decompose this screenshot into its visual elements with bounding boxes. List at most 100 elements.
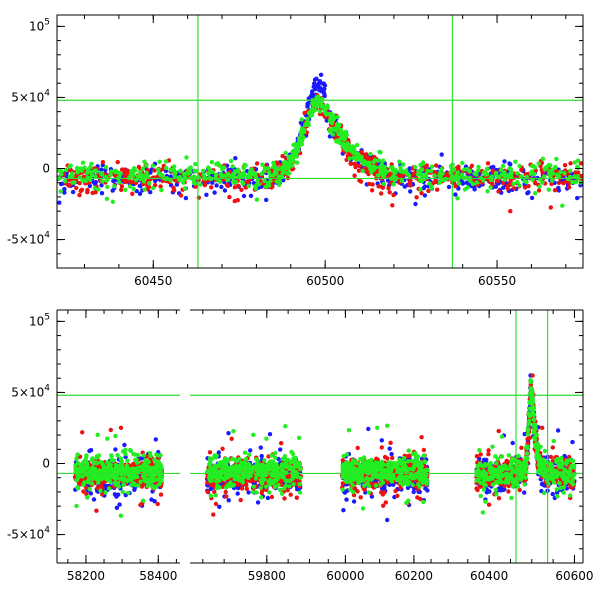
red-point	[391, 193, 395, 197]
green-point	[105, 197, 109, 201]
green-point	[416, 169, 420, 173]
green-point	[217, 163, 221, 167]
blue-point	[260, 454, 264, 458]
green-point	[318, 109, 322, 113]
red-point	[77, 193, 81, 197]
green-point	[509, 167, 513, 171]
red-point	[530, 373, 534, 377]
red-point	[179, 193, 183, 197]
blue-point	[413, 202, 417, 206]
green-point	[89, 162, 93, 166]
red-point	[130, 192, 134, 196]
blue-point	[461, 181, 465, 185]
top-y-tick-label: 5×104	[11, 88, 50, 104]
green-point	[75, 166, 79, 170]
green-flare-point	[334, 128, 338, 132]
green-point	[164, 159, 168, 163]
green-point	[142, 160, 146, 164]
red-point	[390, 456, 394, 460]
blue-point	[453, 192, 457, 196]
green-point	[183, 186, 187, 190]
blue-point	[278, 447, 282, 451]
red-point	[208, 450, 212, 454]
green-point	[231, 164, 235, 168]
green-flare-point	[335, 122, 339, 126]
green-flare-point	[379, 171, 383, 175]
red-point	[533, 181, 537, 185]
green-point	[206, 165, 210, 169]
red-point	[289, 493, 293, 497]
green-point	[247, 184, 251, 188]
green-flare-point	[294, 142, 298, 146]
red-point	[475, 454, 479, 458]
blue-point	[219, 185, 223, 189]
red-point	[393, 489, 397, 493]
red-point	[382, 490, 386, 494]
green-point	[104, 165, 108, 169]
red-point	[425, 163, 429, 167]
blue-point	[249, 194, 253, 198]
green-point	[262, 179, 266, 183]
blue-point	[117, 502, 121, 506]
red-point	[506, 187, 510, 191]
blue-point	[204, 193, 208, 197]
green-point	[100, 179, 104, 183]
green-point	[454, 173, 458, 177]
red-point	[540, 426, 544, 430]
green-point	[147, 181, 151, 185]
green-point	[372, 160, 376, 164]
red-point	[74, 186, 78, 190]
green-flare-point	[324, 112, 328, 116]
red-point	[203, 183, 207, 187]
red-point	[220, 447, 224, 451]
green-point	[524, 180, 528, 184]
green-point	[186, 171, 190, 175]
green-point	[413, 165, 417, 169]
green-point	[193, 169, 197, 173]
green-point	[229, 159, 233, 163]
blue-point	[511, 441, 515, 445]
green-point	[182, 172, 186, 176]
blue-point	[389, 452, 393, 456]
red-point	[302, 111, 306, 115]
red-point	[356, 446, 360, 450]
red-point	[523, 185, 527, 189]
green-point	[158, 160, 162, 164]
blue-point	[501, 488, 505, 492]
green-point	[432, 173, 436, 177]
green-point	[131, 173, 135, 177]
green-point	[93, 186, 97, 190]
red-point	[376, 184, 380, 188]
green-flare-point	[345, 148, 349, 152]
red-point	[236, 184, 240, 188]
blue-point	[366, 427, 370, 431]
green-flare-point	[368, 161, 372, 165]
red-point	[295, 496, 299, 500]
green-point	[538, 184, 542, 188]
green-point	[243, 163, 247, 167]
blue-point	[341, 508, 345, 512]
green-flare-point	[308, 114, 312, 118]
green-point	[255, 198, 259, 202]
blue-point	[264, 198, 268, 202]
green-point	[115, 170, 119, 174]
red-point	[79, 189, 83, 193]
red-point	[456, 165, 460, 169]
red-point	[563, 163, 567, 167]
green-point	[499, 173, 503, 177]
red-point	[508, 209, 512, 213]
blue-point	[266, 496, 270, 500]
green-point	[241, 181, 245, 185]
green-flare-point	[311, 109, 315, 113]
top-x-tick-label: 60550	[478, 274, 516, 288]
red-point	[496, 179, 500, 183]
green-point	[438, 181, 442, 185]
green-flare-point	[343, 136, 347, 140]
green-point	[392, 182, 396, 186]
green-point	[551, 171, 555, 175]
green-point	[75, 170, 79, 174]
green-point	[517, 164, 521, 168]
